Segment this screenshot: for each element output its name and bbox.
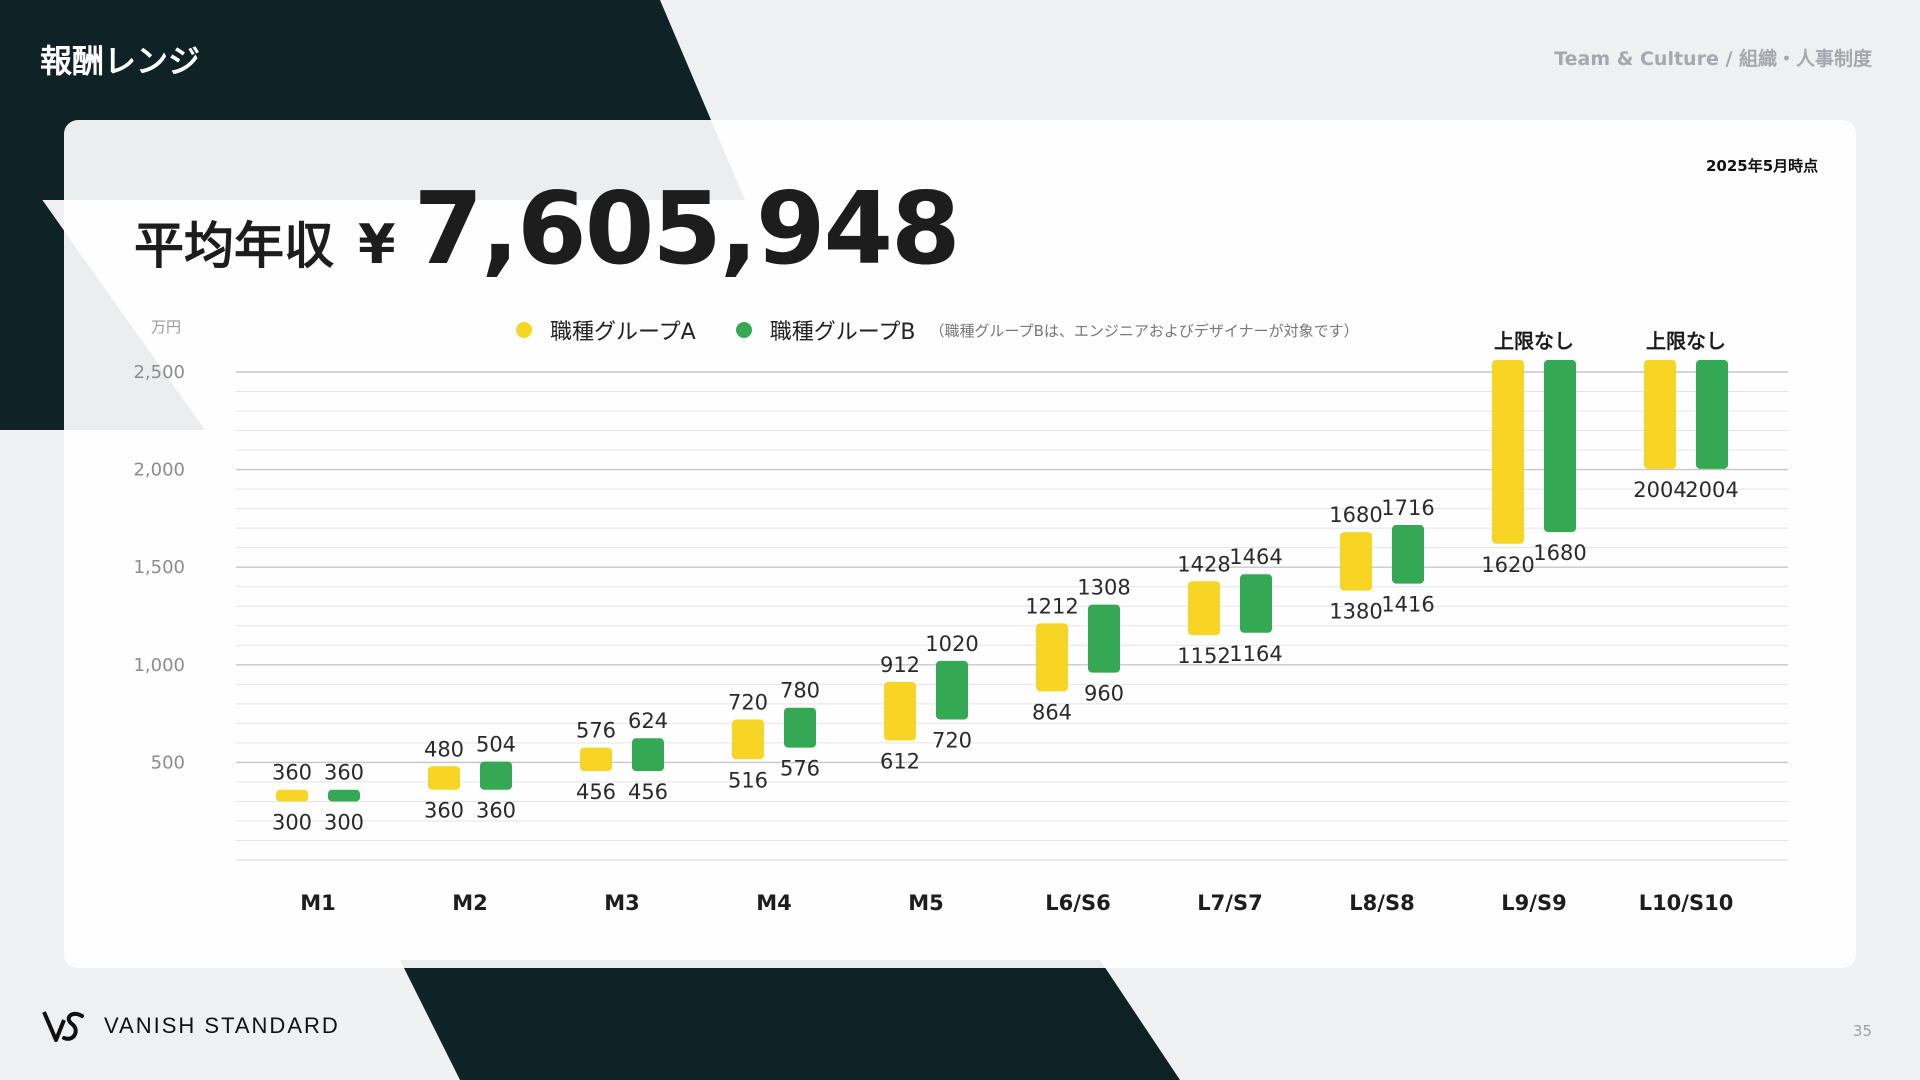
x-tick-label: M4	[756, 891, 792, 915]
range-bar-group-a	[732, 719, 764, 760]
bar-min-label: 2004	[1685, 478, 1738, 502]
bar-max-label: 780	[780, 679, 820, 703]
x-tick-label: L8/S8	[1349, 891, 1414, 915]
x-tick-label: L7/S7	[1197, 891, 1262, 915]
bar-min-label: 1164	[1229, 642, 1282, 666]
brand-logo: VANISH STANDARD	[42, 1008, 340, 1044]
legend-dot-group-a	[516, 322, 532, 338]
bar-min-label: 1680	[1533, 541, 1586, 565]
y-tick-label: 2,500	[133, 362, 185, 383]
bar-max-label: 1308	[1077, 576, 1130, 600]
range-bar-group-b	[1392, 525, 1424, 584]
no-upper-limit-label: 上限なし	[1494, 329, 1574, 353]
headline-label: 平均年収	[134, 217, 334, 275]
range-bar-group-b	[632, 738, 664, 771]
range-bar-group-b	[328, 789, 360, 802]
legend-label-group-b: 職種グループB	[769, 320, 916, 345]
bar-min-label: 360	[424, 799, 464, 823]
y-tick-label: 2,000	[133, 460, 185, 481]
chart-card	[64, 120, 1856, 968]
bar-min-label: 960	[1084, 682, 1124, 706]
bar-max-label: 360	[324, 761, 364, 785]
bar-min-label: 576	[780, 757, 820, 781]
bar-min-label: 456	[576, 780, 616, 804]
range-bar-group-b	[1240, 574, 1272, 633]
bar-min-label: 516	[728, 768, 768, 792]
bar-min-label: 1416	[1381, 593, 1434, 617]
legend-dot-group-b	[735, 322, 752, 338]
y-tick-label: 1,000	[133, 655, 185, 676]
x-tick-label: M1	[300, 891, 336, 915]
range-bar-group-b	[784, 707, 816, 748]
x-tick-label: L6/S6	[1045, 891, 1110, 915]
dark-bottom-band	[400, 960, 1180, 1080]
headline-currency: ¥	[358, 213, 396, 276]
range-bar-group-b	[1544, 360, 1576, 533]
bar-min-label: 2004	[1633, 478, 1686, 502]
bar-min-label: 612	[880, 750, 920, 774]
legend-label-group-a: 職種グループA	[550, 320, 696, 345]
bar-min-label: 300	[272, 810, 312, 834]
page-number: 35	[1852, 1022, 1872, 1040]
bar-max-label: 1680	[1329, 503, 1382, 527]
bar-max-label: 1428	[1177, 552, 1230, 576]
range-bar-group-a	[580, 747, 612, 771]
bar-max-label: 576	[576, 719, 616, 743]
bar-max-label: 1020	[925, 632, 978, 656]
bar-min-label: 720	[932, 728, 972, 752]
range-bar-group-a	[1644, 360, 1676, 469]
vs-logo-icon	[42, 1011, 84, 1042]
bar-max-label: 1716	[1381, 496, 1434, 520]
y-axis-unit-label: 万円	[151, 318, 181, 336]
bar-max-label: 912	[880, 653, 920, 677]
bar-max-label: 480	[424, 737, 464, 761]
y-tick-label: 1,500	[133, 557, 185, 578]
x-tick-label: M5	[908, 891, 944, 915]
range-bar-group-b	[480, 761, 512, 790]
bar-min-label: 360	[476, 799, 516, 823]
chart-legend: 職種グループA 職種グループB （職種グループBは、エンジニアおよびデザイナーが…	[516, 314, 1359, 346]
average-salary-headline: 平均年収 ¥ 7,605,948	[134, 170, 961, 287]
x-tick-label: M3	[604, 891, 640, 915]
bar-min-label: 1152	[1177, 644, 1230, 668]
x-tick-label: L9/S9	[1501, 891, 1566, 915]
bar-min-label: 300	[324, 810, 364, 834]
bar-max-label: 1212	[1025, 594, 1078, 618]
bar-max-label: 360	[272, 761, 312, 785]
range-bar-group-b	[1088, 604, 1120, 673]
range-bar-group-a	[1036, 623, 1068, 692]
range-bar-group-b	[936, 660, 968, 720]
bar-max-label: 624	[628, 709, 668, 733]
bar-min-label: 1380	[1329, 600, 1382, 624]
range-bar-group-a	[428, 766, 460, 790]
range-bar-group-a	[1188, 581, 1220, 636]
y-tick-label: 500	[151, 752, 185, 773]
x-tick-label: M2	[452, 891, 488, 915]
bar-min-label: 1620	[1481, 553, 1534, 577]
bar-min-label: 864	[1032, 700, 1072, 724]
legend-note: （職種グループBは、エンジニアおよびデザイナーが対象です）	[929, 321, 1359, 340]
range-bar-group-a	[1492, 360, 1524, 544]
bar-max-label: 1464	[1229, 545, 1282, 569]
range-bar-group-a	[884, 681, 916, 741]
bar-min-label: 456	[628, 780, 668, 804]
legend-item-group-b: 職種グループB	[735, 314, 916, 346]
range-bar-group-b	[1696, 360, 1728, 469]
x-tick-label: L10/S10	[1639, 891, 1734, 915]
headline-value: 7,605,948	[413, 170, 961, 287]
range-bar-group-a	[276, 789, 308, 802]
date-note: 2025年5月時点	[1706, 157, 1819, 175]
slide-title: 報酬レンジ	[40, 42, 201, 80]
no-upper-limit-label: 上限なし	[1646, 329, 1726, 353]
breadcrumb: Team & Culture / 組織・人事制度	[1554, 48, 1872, 70]
bar-max-label: 504	[476, 733, 516, 757]
range-bar-group-a	[1340, 532, 1372, 591]
bar-max-label: 720	[728, 690, 768, 714]
brand-name: VANISH STANDARD	[104, 1013, 340, 1038]
legend-item-group-a: 職種グループA	[516, 314, 696, 346]
